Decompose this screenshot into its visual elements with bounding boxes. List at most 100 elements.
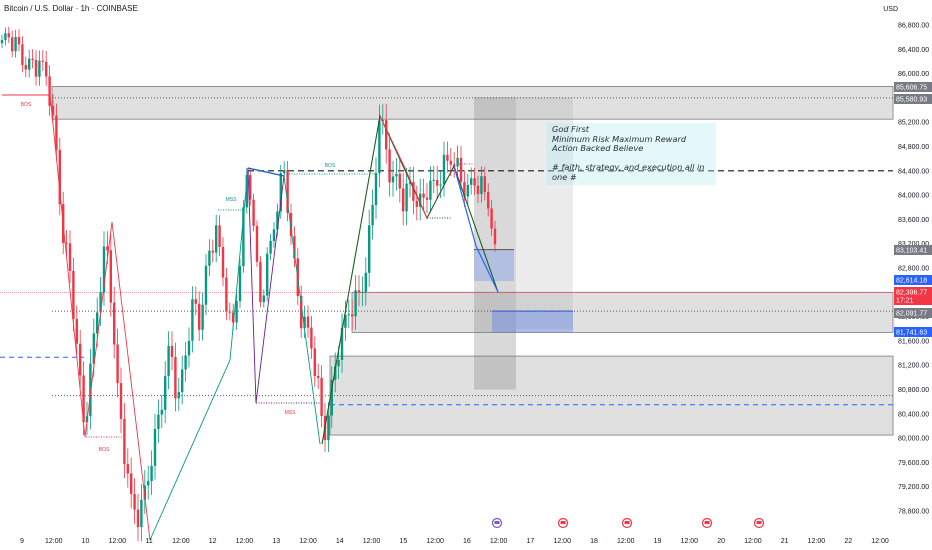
candle-body bbox=[96, 312, 99, 334]
candle-body bbox=[198, 303, 201, 330]
note-line: # faith, strategy, and execution all in … bbox=[552, 162, 705, 182]
lightning-icon bbox=[494, 521, 500, 524]
candle-body bbox=[191, 299, 194, 341]
price-label-box bbox=[894, 308, 932, 318]
x-tick-label: 20 bbox=[717, 538, 725, 545]
y-tick-label: 84,400.00 bbox=[898, 168, 929, 175]
candle-body bbox=[289, 213, 293, 237]
candle-body bbox=[408, 182, 412, 184]
candle-body bbox=[225, 277, 228, 312]
currency-label[interactable]: USD bbox=[883, 6, 898, 13]
x-tick-label: 12:00 bbox=[109, 538, 127, 545]
y-tick-label: 80,400.00 bbox=[898, 411, 929, 418]
candle-body bbox=[82, 375, 85, 423]
y-tick-label: 79,600.00 bbox=[898, 460, 929, 467]
candle-body bbox=[187, 340, 191, 356]
y-tick-label: 82,800.00 bbox=[898, 266, 929, 273]
x-tick-label: 17 bbox=[527, 538, 535, 545]
candle-body bbox=[31, 58, 34, 60]
structure-label: MSS bbox=[285, 410, 297, 416]
candle-body bbox=[147, 481, 150, 486]
structure-label: MSS bbox=[226, 197, 238, 203]
structure-label: BOS bbox=[325, 163, 336, 169]
candle-body bbox=[228, 311, 231, 313]
candle-body bbox=[102, 246, 106, 293]
x-tick-label: 10 bbox=[82, 538, 90, 545]
candle-body bbox=[378, 120, 381, 174]
candle-body bbox=[429, 180, 432, 200]
candle-body bbox=[242, 207, 245, 267]
x-tick-label: 19 bbox=[654, 538, 662, 545]
candle-body bbox=[490, 208, 493, 229]
x-tick-label: 12:00 bbox=[553, 538, 571, 545]
candle-body bbox=[58, 149, 61, 205]
candle-body bbox=[487, 192, 490, 209]
y-tick-label: 80,800.00 bbox=[898, 387, 929, 394]
candle-body bbox=[330, 379, 333, 416]
axis-layer: 86,800.0086,400.0086,000.0085,600.0085,2… bbox=[20, 23, 929, 546]
y-tick-label: 85,200.00 bbox=[898, 120, 929, 127]
candle-body bbox=[109, 250, 112, 303]
candle-body bbox=[208, 250, 211, 266]
x-tick-label: 12:00 bbox=[172, 538, 190, 545]
candle-body bbox=[211, 250, 214, 253]
candle-body bbox=[255, 225, 259, 262]
candle-body bbox=[344, 314, 347, 328]
candle-body bbox=[7, 33, 10, 38]
candle-body bbox=[160, 409, 163, 415]
price-label-text: 82,396.77 bbox=[896, 290, 927, 297]
y-tick-label: 81,600.00 bbox=[898, 338, 929, 345]
candle-body bbox=[459, 157, 463, 183]
y-tick-label: 83,200.00 bbox=[898, 241, 929, 248]
candle-body bbox=[126, 464, 129, 474]
candle-body bbox=[388, 149, 391, 183]
x-tick-label: 12 bbox=[209, 538, 217, 545]
candle-body bbox=[204, 265, 208, 305]
candle-body bbox=[276, 211, 279, 230]
candle-body bbox=[293, 236, 296, 259]
x-tick-label: 12:00 bbox=[299, 538, 317, 545]
y-tick-label: 81,200.00 bbox=[898, 363, 929, 370]
candle-body bbox=[21, 44, 24, 66]
price-label-box bbox=[894, 327, 932, 337]
candle-body bbox=[405, 183, 408, 212]
y-tick-label: 84,000.00 bbox=[898, 193, 929, 200]
candle-body bbox=[391, 176, 395, 183]
candle-body bbox=[140, 499, 143, 528]
candle-body bbox=[361, 291, 364, 293]
zone-rect bbox=[351, 291, 894, 333]
candle-body bbox=[286, 169, 289, 214]
candle-body bbox=[351, 314, 354, 317]
candle-body bbox=[45, 61, 48, 77]
candle-body bbox=[235, 301, 238, 323]
candle-body bbox=[24, 65, 27, 70]
price-label-text: 82,614.18 bbox=[896, 278, 927, 285]
candle-body bbox=[181, 369, 184, 393]
candle-body bbox=[136, 509, 140, 528]
candle-body bbox=[170, 345, 174, 358]
candle-body bbox=[340, 327, 344, 361]
x-tick-label: 16 bbox=[463, 538, 471, 545]
candle-body bbox=[402, 188, 405, 212]
candle-body bbox=[422, 193, 425, 198]
zone-rect bbox=[51, 85, 894, 120]
y-tick-label: 86,400.00 bbox=[898, 47, 929, 54]
countdown-text: 17:21 bbox=[896, 298, 914, 305]
x-tick-label: 12:00 bbox=[808, 538, 826, 545]
note-line: Action Backed Believe bbox=[552, 143, 644, 154]
price-label-text: 81,741.63 bbox=[896, 330, 927, 337]
candle-body bbox=[317, 375, 320, 378]
candle-body bbox=[374, 173, 378, 206]
price-label-box bbox=[894, 245, 932, 255]
y-tick-label: 84,800.00 bbox=[898, 144, 929, 151]
candle-body bbox=[476, 185, 480, 194]
structure-label: BOS bbox=[21, 102, 32, 108]
candle-body bbox=[470, 178, 473, 185]
candle-body bbox=[272, 229, 276, 241]
text-note[interactable]: God First Minimum Risk Maximum Reward Ac… bbox=[546, 123, 716, 185]
price-label-box bbox=[894, 94, 932, 104]
candle-body bbox=[449, 160, 452, 165]
candle-body bbox=[364, 272, 367, 292]
candle-body bbox=[99, 292, 102, 313]
